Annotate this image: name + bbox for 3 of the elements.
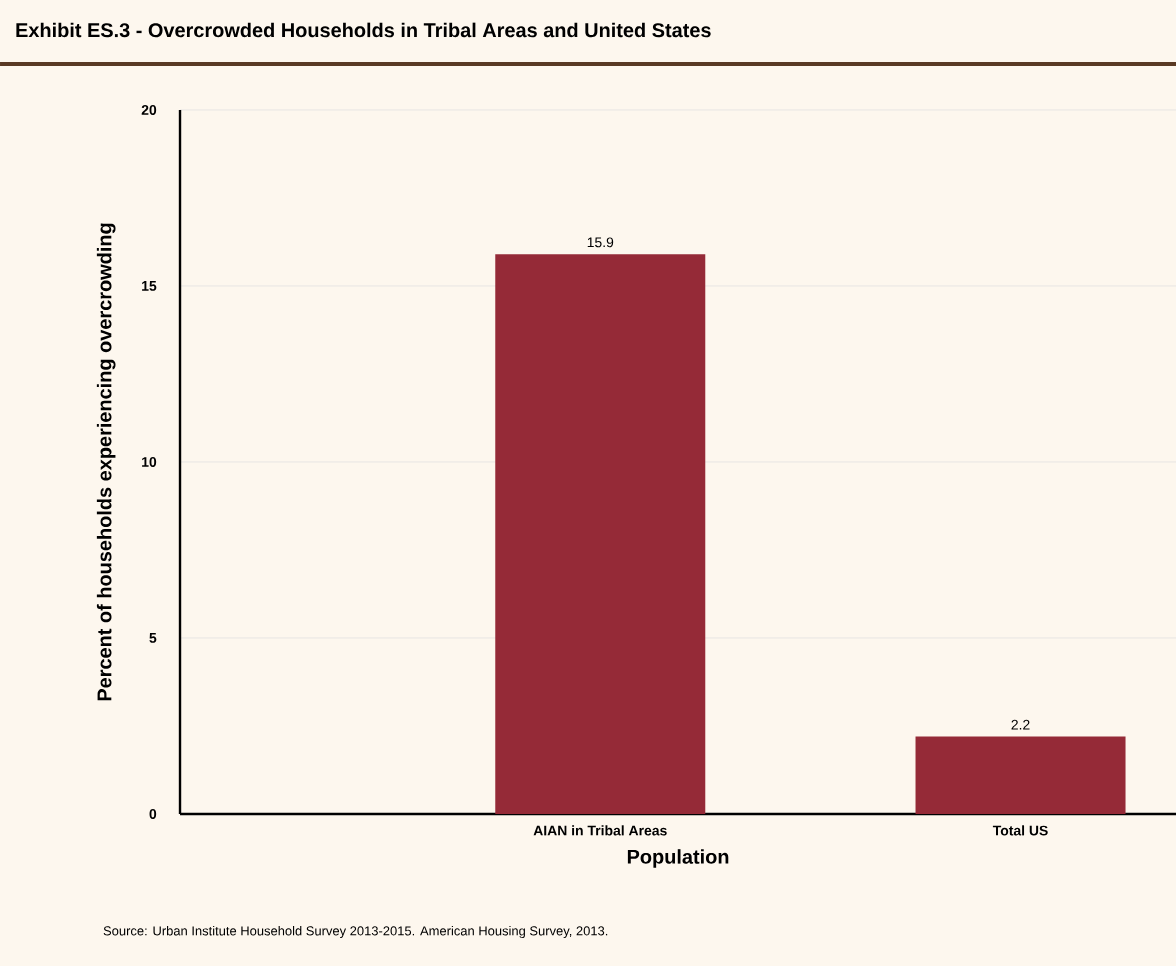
x-axis-title: Population xyxy=(627,849,729,868)
chart-title: Exhibit ES.3 - Overcrowded Households in Tribal Areas and United States xyxy=(16,22,711,38)
y-axis-title: Percent of households experiencing overcrowding xyxy=(96,223,116,701)
